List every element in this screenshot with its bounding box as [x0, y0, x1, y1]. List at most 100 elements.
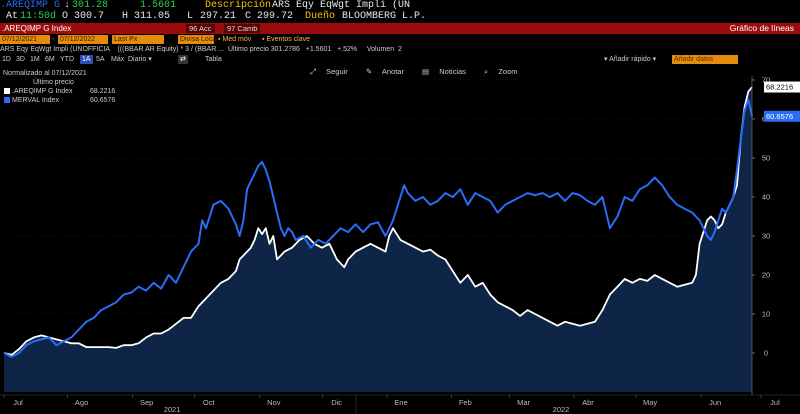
area-fill-layer [4, 87, 752, 392]
x-tick-label: Abr [582, 398, 594, 407]
follow-button[interactable]: ⤢ Seguir [310, 67, 356, 76]
y-tick-label: 10 [762, 310, 770, 319]
quote-header-line-1: .AREQIMP G ↓ 301.28 1.5601 Descripción A… [0, 0, 800, 11]
legend-value-areqimp: 68.2216 [90, 88, 116, 95]
legend-swatch-merval [4, 97, 10, 104]
chart-settings-icon[interactable]: ⇄ [178, 55, 188, 64]
x-tick-label: Dic [331, 398, 342, 407]
high-value: 311.05 [134, 11, 171, 22]
period-6m[interactable]: 6M [45, 56, 55, 63]
x-tick-label: Jul [770, 398, 780, 407]
owner-value: BLOOMBERG L.P. [342, 11, 427, 22]
high-label: H [122, 11, 129, 22]
y-tick-label: 20 [762, 271, 770, 280]
price-change: 1.5601 [140, 0, 177, 11]
description-value: ARS Eqy EqWgt Impli (UN [272, 0, 411, 11]
change-button[interactable]: 97 Camb [224, 24, 261, 33]
key-events-label: Eventos clave [266, 36, 311, 43]
info-row: ARS Eqy EqWgt Impli (UNOFFICIA (((BBAR A… [0, 45, 800, 54]
add-quick-button[interactable]: ▾ Añadir rápido ▾ [604, 56, 657, 63]
legend-item[interactable]: MERVAL Index 60.6576 [3, 97, 115, 106]
end-date-field[interactable]: 07/12/2022 [58, 35, 108, 44]
at-label: At [6, 11, 19, 22]
close-value: 299.72 [257, 11, 294, 22]
actions-button[interactable]: 96 Acc [186, 24, 215, 33]
zoom-label: Zoom [498, 67, 518, 76]
period-1d[interactable]: 1D [2, 56, 11, 63]
period-max[interactable]: Máx [111, 56, 125, 63]
pencil-icon: ✎ [365, 67, 373, 76]
x-tick-label: Ene [394, 398, 407, 407]
last-value-tag-bg [764, 110, 800, 122]
open-value: 300.7 [74, 11, 105, 22]
add-data-field[interactable]: Añadir datos [672, 55, 738, 64]
at-time: 11:50d [20, 11, 57, 22]
x-tick-label: Nov [267, 398, 281, 407]
info-text: ARS Eqy EqWgt Impli (UNOFFICIA (((BBAR A… [0, 46, 402, 53]
owner-label: Dueño [305, 11, 336, 22]
chart-settings-row: 07/12/2021 - 07/12/2022 Last Px Divisa L… [0, 35, 800, 44]
period-1a[interactable]: 1A [80, 55, 93, 64]
last-px-field[interactable]: Last Px [112, 35, 164, 44]
low-value: 297.21 [200, 11, 237, 22]
frequency-label: Diario [128, 56, 147, 63]
follow-icon: ⤢ [310, 67, 316, 76]
date-separator: - [52, 36, 55, 43]
moving-average-label: Med móv [222, 36, 252, 43]
period-selector: 1D 3D 1M 6M YTD 1A 5A Máx Diario ▾ ⇄ Tab… [0, 55, 800, 64]
y-tick-label: 70 [762, 76, 770, 85]
chart-toolbar: ⤢ Seguir ✎ Anotar ▤ Noticias ⌕ Zoom [310, 66, 533, 77]
legend-swatch-areqimp [4, 88, 10, 95]
security-name[interactable]: .AREQIMP G Index [2, 24, 72, 33]
zoom-icon: ⌕ [484, 67, 489, 76]
period-ytd[interactable]: YTD [60, 56, 74, 63]
last-value-tags: 68.2216 60.6576 [764, 81, 800, 122]
description-label: Descripción [205, 0, 272, 11]
last-value-tag: 68.2216 [766, 83, 793, 92]
y-tick-label: 50 [762, 154, 770, 163]
year-label: 2022 [553, 405, 570, 414]
table-button[interactable]: Tabla [205, 56, 222, 63]
x-tick-label: May [643, 398, 657, 407]
legend-item[interactable]: .AREQIMP G Index 68.2216 [3, 88, 115, 97]
series-lines [3, 86, 753, 358]
ticker-label[interactable]: .AREQIMP G [0, 0, 61, 11]
period-3d[interactable]: 3D [16, 56, 25, 63]
close-label: C [245, 11, 252, 22]
legend-normalized: Normalizado al 07/12/2021 [3, 70, 87, 77]
last-value-tag: 60.6576 [766, 112, 793, 121]
series-area [4, 87, 752, 392]
key-events-toggle[interactable]: ▪ Eventos clave [262, 36, 311, 43]
annotate-button[interactable]: ✎ Anotar [366, 67, 412, 76]
chart-type-title: Gráfico de líneas [729, 23, 794, 33]
currency-field[interactable]: Divisa Local [178, 35, 218, 44]
frequency-select[interactable]: Diario ▾ [128, 56, 152, 63]
series-line [3, 86, 753, 356]
x-tick-label: Mar [517, 398, 530, 407]
y-tick-label: 30 [762, 232, 770, 241]
start-date-field[interactable]: 07/12/2021 [0, 35, 50, 44]
legend-name-merval: MERVAL Index [12, 97, 59, 104]
follow-label: Seguir [326, 67, 348, 76]
news-button[interactable]: ▤ Noticias [422, 67, 474, 76]
x-tick-label: Jun [709, 398, 721, 407]
period-5a[interactable]: 5A [96, 56, 105, 63]
quote-header-line-2: At 11:50d O 300.7 H 311.05 L 297.21 C 29… [0, 11, 800, 22]
period-1m[interactable]: 1M [30, 56, 40, 63]
y-axis: 010203040506070 [751, 76, 770, 395]
chart-legend: Normalizado al 07/12/2021 Último precio … [3, 70, 115, 106]
x-tick-label: Jul [13, 398, 23, 407]
price-direction-icon: ↓ [64, 0, 71, 11]
last-price: 301.28 [72, 0, 109, 11]
y-tick-label: 40 [762, 193, 770, 202]
news-label: Noticias [439, 67, 466, 76]
year-label: 2021 [164, 405, 181, 414]
series-line [3, 98, 753, 358]
x-axis: Jul Ago Sep Oct Nov Dic Ene Feb Mar Abr May Jun Jul 2… [0, 394, 800, 414]
low-label: L [187, 11, 194, 22]
moving-average-toggle[interactable]: ▪ Med móv [218, 36, 252, 43]
x-tick-label: Feb [459, 398, 472, 407]
zoom-button[interactable]: ⌕ Zoom [484, 67, 525, 76]
legend-name-areqimp: .AREQIMP G Index [12, 88, 73, 95]
